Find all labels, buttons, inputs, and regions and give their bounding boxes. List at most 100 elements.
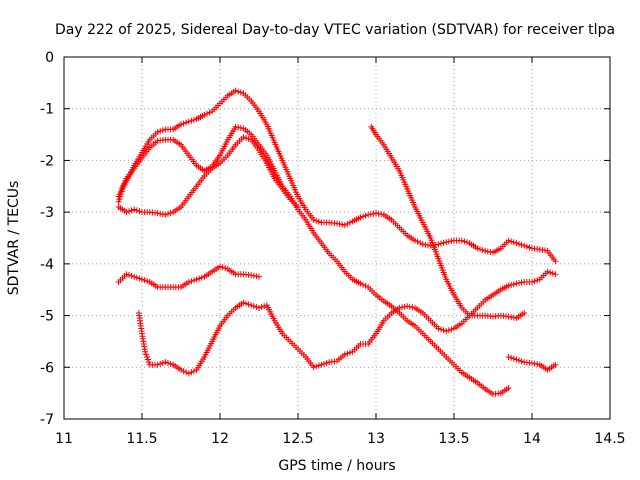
data-point: [341, 351, 348, 358]
data-point: [344, 350, 351, 357]
data-point: [347, 219, 353, 226]
data-point: [240, 134, 247, 141]
y-tick-label: -7: [40, 412, 54, 428]
data-point: [315, 362, 322, 369]
series-track-7: [505, 353, 559, 373]
data-point: [115, 198, 122, 205]
data-point: [542, 247, 548, 254]
data-point: [245, 301, 252, 308]
data-point: [165, 359, 171, 366]
data-point: [529, 360, 535, 367]
series-track-6: [135, 268, 559, 377]
data-point: [321, 360, 327, 367]
data-point: [253, 273, 260, 280]
data-point: [133, 207, 140, 214]
data-point: [406, 303, 413, 310]
data-point: [396, 304, 403, 311]
data-point: [536, 246, 543, 253]
data-point: [235, 124, 242, 131]
data-point: [414, 238, 421, 245]
data-point: [508, 354, 515, 361]
data-point: [531, 360, 538, 367]
data-point: [544, 268, 551, 275]
data-point: [248, 302, 255, 309]
data-point: [445, 327, 452, 334]
data-point: [157, 210, 164, 217]
data-point: [508, 314, 515, 321]
x-tick-label: 14: [523, 431, 541, 447]
data-point: [139, 276, 145, 283]
data-point: [505, 384, 512, 391]
data-point: [357, 280, 364, 287]
data-point: [188, 117, 195, 124]
data-point: [373, 210, 379, 217]
x-tick-labels: 11 11.5 12 12.5 13 13.5 14 14.5: [55, 431, 626, 447]
data-point: [204, 110, 210, 117]
axis-ticks: [63, 56, 611, 420]
x-tick-label: 11: [55, 431, 73, 447]
data-point: [201, 111, 208, 118]
data-point: [318, 361, 325, 368]
data-point: [440, 239, 447, 246]
data-point: [526, 244, 533, 251]
data-point: [510, 239, 517, 246]
data-point: [131, 206, 138, 213]
data-point: [461, 238, 468, 245]
data-point: [336, 221, 343, 228]
x-tick-label: 13.5: [438, 431, 469, 447]
data-point: [445, 238, 452, 245]
y-tick-labels: 0 -1 -2 -3 -4 -5 -6 -7: [40, 50, 54, 428]
data-point: [295, 203, 301, 210]
series-track-2: [115, 123, 512, 398]
data-point: [552, 271, 559, 278]
data-point: [157, 360, 164, 367]
data-point: [399, 304, 405, 311]
data-point: [529, 278, 535, 285]
data-point: [237, 89, 244, 96]
data-point: [378, 211, 385, 218]
data-point: [232, 123, 239, 130]
data-point: [518, 358, 525, 365]
data-point: [435, 325, 442, 332]
y-tick-label: 0: [45, 50, 54, 66]
data-point: [245, 135, 252, 142]
data-point: [154, 210, 161, 217]
data-point: [141, 277, 148, 284]
data-point: [419, 241, 426, 248]
data-point: [443, 239, 450, 246]
x-tick-label: 11.5: [126, 431, 157, 447]
data-point: [126, 208, 132, 215]
data-point: [143, 351, 150, 358]
data-point: [310, 216, 317, 223]
data-point: [412, 237, 418, 244]
data-point: [261, 303, 268, 310]
data-point: [510, 281, 517, 288]
data-point: [516, 279, 522, 286]
data-point: [310, 364, 317, 371]
data-point: [425, 242, 431, 249]
data-point: [250, 272, 257, 279]
data-point: [185, 370, 192, 377]
data-point: [145, 359, 152, 366]
data-point: [191, 116, 197, 123]
data-point: [128, 272, 135, 279]
data-point: [217, 263, 223, 270]
data-point: [136, 208, 143, 215]
data-point: [477, 246, 483, 253]
data-point: [159, 211, 166, 218]
data-point: [183, 119, 190, 126]
data-point: [362, 212, 369, 219]
series-track-5: [115, 263, 262, 291]
data-point: [365, 211, 372, 218]
data-point: [360, 281, 366, 288]
data-point: [409, 304, 416, 311]
data-point: [258, 303, 265, 310]
data-point: [167, 360, 174, 367]
data-point: [534, 277, 541, 284]
x-axis-label: GPS time / hours: [278, 458, 395, 474]
data-point: [232, 87, 239, 94]
data-point: [362, 282, 369, 289]
data-point: [323, 359, 330, 366]
data-point: [131, 273, 138, 280]
data-point: [360, 213, 366, 220]
